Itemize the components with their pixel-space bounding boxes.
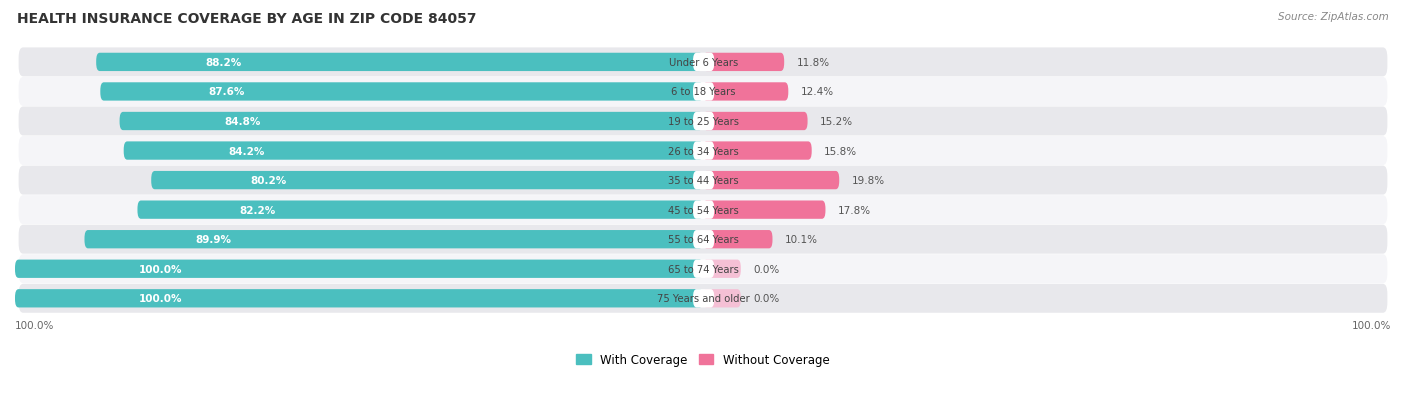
- Legend: With Coverage, Without Coverage: With Coverage, Without Coverage: [576, 353, 830, 366]
- Text: 0.0%: 0.0%: [754, 264, 779, 274]
- FancyBboxPatch shape: [120, 113, 703, 131]
- Text: 84.8%: 84.8%: [225, 117, 262, 127]
- FancyBboxPatch shape: [703, 171, 839, 190]
- FancyBboxPatch shape: [703, 113, 807, 131]
- Text: 6 to 18 Years: 6 to 18 Years: [672, 87, 735, 97]
- Text: 17.8%: 17.8%: [838, 205, 872, 215]
- Text: 89.9%: 89.9%: [195, 235, 232, 244]
- FancyBboxPatch shape: [703, 83, 789, 101]
- FancyBboxPatch shape: [693, 171, 714, 190]
- FancyBboxPatch shape: [15, 290, 703, 308]
- FancyBboxPatch shape: [703, 201, 825, 219]
- FancyBboxPatch shape: [18, 255, 1388, 284]
- FancyBboxPatch shape: [18, 166, 1388, 195]
- Text: 84.2%: 84.2%: [228, 146, 264, 156]
- Text: 35 to 44 Years: 35 to 44 Years: [668, 176, 740, 186]
- Text: 80.2%: 80.2%: [250, 176, 287, 186]
- FancyBboxPatch shape: [18, 137, 1388, 166]
- FancyBboxPatch shape: [18, 225, 1388, 254]
- FancyBboxPatch shape: [693, 142, 714, 160]
- FancyBboxPatch shape: [693, 260, 714, 278]
- Text: 19 to 25 Years: 19 to 25 Years: [668, 117, 740, 127]
- FancyBboxPatch shape: [693, 83, 714, 101]
- Text: 65 to 74 Years: 65 to 74 Years: [668, 264, 740, 274]
- Text: 26 to 34 Years: 26 to 34 Years: [668, 146, 740, 156]
- FancyBboxPatch shape: [18, 284, 1388, 313]
- Text: 45 to 54 Years: 45 to 54 Years: [668, 205, 740, 215]
- FancyBboxPatch shape: [693, 113, 714, 131]
- Text: 12.4%: 12.4%: [801, 87, 834, 97]
- FancyBboxPatch shape: [703, 54, 785, 72]
- Text: 15.8%: 15.8%: [824, 146, 858, 156]
- Text: 100.0%: 100.0%: [139, 264, 183, 274]
- Text: 100.0%: 100.0%: [139, 294, 183, 304]
- FancyBboxPatch shape: [100, 83, 703, 101]
- Text: Under 6 Years: Under 6 Years: [669, 58, 738, 68]
- FancyBboxPatch shape: [703, 260, 741, 278]
- Text: 88.2%: 88.2%: [205, 58, 242, 68]
- FancyBboxPatch shape: [18, 78, 1388, 107]
- Text: 100.0%: 100.0%: [15, 320, 55, 331]
- FancyBboxPatch shape: [693, 54, 714, 72]
- Text: 75 Years and older: 75 Years and older: [657, 294, 749, 304]
- FancyBboxPatch shape: [152, 171, 703, 190]
- FancyBboxPatch shape: [18, 196, 1388, 225]
- FancyBboxPatch shape: [96, 54, 703, 72]
- FancyBboxPatch shape: [18, 107, 1388, 136]
- FancyBboxPatch shape: [138, 201, 703, 219]
- Text: 19.8%: 19.8%: [852, 176, 884, 186]
- FancyBboxPatch shape: [84, 230, 703, 249]
- FancyBboxPatch shape: [124, 142, 703, 160]
- Text: 100.0%: 100.0%: [1351, 320, 1391, 331]
- FancyBboxPatch shape: [703, 230, 772, 249]
- Text: 0.0%: 0.0%: [754, 294, 779, 304]
- FancyBboxPatch shape: [703, 142, 811, 160]
- FancyBboxPatch shape: [693, 290, 714, 308]
- Text: 15.2%: 15.2%: [820, 117, 853, 127]
- Text: 55 to 64 Years: 55 to 64 Years: [668, 235, 740, 244]
- FancyBboxPatch shape: [18, 48, 1388, 77]
- FancyBboxPatch shape: [15, 260, 703, 278]
- Text: 87.6%: 87.6%: [209, 87, 245, 97]
- Text: 10.1%: 10.1%: [785, 235, 818, 244]
- Text: HEALTH INSURANCE COVERAGE BY AGE IN ZIP CODE 84057: HEALTH INSURANCE COVERAGE BY AGE IN ZIP …: [17, 12, 477, 26]
- Text: Source: ZipAtlas.com: Source: ZipAtlas.com: [1278, 12, 1389, 22]
- FancyBboxPatch shape: [693, 201, 714, 219]
- FancyBboxPatch shape: [693, 230, 714, 249]
- FancyBboxPatch shape: [703, 290, 741, 308]
- Text: 11.8%: 11.8%: [797, 58, 830, 68]
- Text: 82.2%: 82.2%: [239, 205, 276, 215]
